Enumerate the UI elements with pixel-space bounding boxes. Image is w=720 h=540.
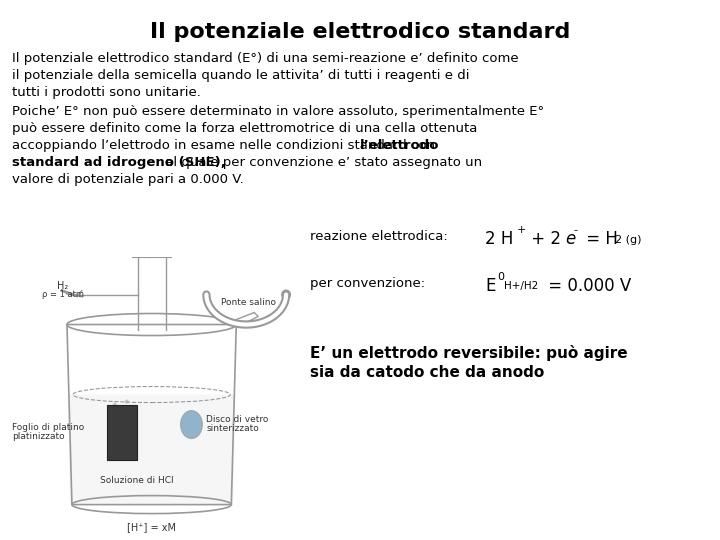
Text: Il potenziale elettrodico standard: Il potenziale elettrodico standard (150, 22, 570, 42)
Text: sia da catodo che da anodo: sia da catodo che da anodo (310, 365, 544, 380)
Text: 2 H: 2 H (485, 230, 513, 248)
Text: + 2: + 2 (526, 230, 566, 248)
Text: standard ad idrogeno (SHE),: standard ad idrogeno (SHE), (12, 156, 226, 169)
Text: = 0.000 V: = 0.000 V (543, 277, 631, 295)
Text: per convenzione:: per convenzione: (310, 277, 425, 290)
Text: e: e (565, 230, 575, 248)
Text: Soluzione di HCl: Soluzione di HCl (100, 476, 174, 484)
Text: Poiche’ E° non può essere determinato in valore assoluto, sperimentalmente E°: Poiche’ E° non può essere determinato in… (12, 105, 544, 118)
Polygon shape (68, 395, 235, 504)
Text: 2 (g): 2 (g) (615, 235, 642, 245)
Text: tutti i prodotti sono unitarie.: tutti i prodotti sono unitarie. (12, 86, 201, 99)
Text: +: + (517, 225, 526, 235)
Text: H+/H2: H+/H2 (504, 281, 539, 291)
Ellipse shape (113, 402, 117, 407)
Text: = H: = H (581, 230, 618, 248)
Ellipse shape (120, 408, 124, 411)
Text: Disco di vetro: Disco di vetro (207, 415, 269, 423)
Text: può essere definito come la forza elettromotrice di una cella ottenuta: può essere definito come la forza elettr… (12, 122, 477, 135)
Text: H₂: H₂ (57, 280, 68, 291)
Ellipse shape (181, 410, 202, 438)
Text: sinterizzato: sinterizzato (207, 423, 259, 433)
Text: 0: 0 (497, 272, 504, 282)
Text: Ponte salino: Ponte salino (221, 298, 276, 307)
Text: valore di potenziale pari a 0.000 V.: valore di potenziale pari a 0.000 V. (12, 173, 244, 186)
Text: reazione elettrodica:: reazione elettrodica: (310, 230, 448, 243)
Text: accoppiando l’elettrodo in esame nelle condizioni standard con: accoppiando l’elettrodo in esame nelle c… (12, 139, 439, 152)
Ellipse shape (125, 400, 129, 403)
Text: [H⁺] = xM: [H⁺] = xM (127, 522, 176, 531)
Ellipse shape (281, 289, 291, 300)
Text: E: E (485, 277, 495, 295)
Text: -: - (573, 225, 577, 235)
Text: platinizzato: platinizzato (12, 431, 65, 441)
Text: l’elettrodo: l’elettrodo (360, 139, 439, 152)
Text: il potenziale della semicella quando le attivita’ di tutti i reagenti e di: il potenziale della semicella quando le … (12, 69, 469, 82)
Text: Foglio di platino: Foglio di platino (12, 423, 84, 431)
Text: Il potenziale elettrodico standard (E°) di una semi-reazione e’ definito come: Il potenziale elettrodico standard (E°) … (12, 52, 518, 65)
Text: al quale per convenzione e’ stato assegnato un: al quale per convenzione e’ stato assegn… (161, 156, 482, 169)
Bar (107, 404, 137, 460)
Text: E’ un elettrodo reversibile: può agire: E’ un elettrodo reversibile: può agire (310, 345, 628, 361)
Text: ρ = 1 atm: ρ = 1 atm (42, 289, 84, 299)
